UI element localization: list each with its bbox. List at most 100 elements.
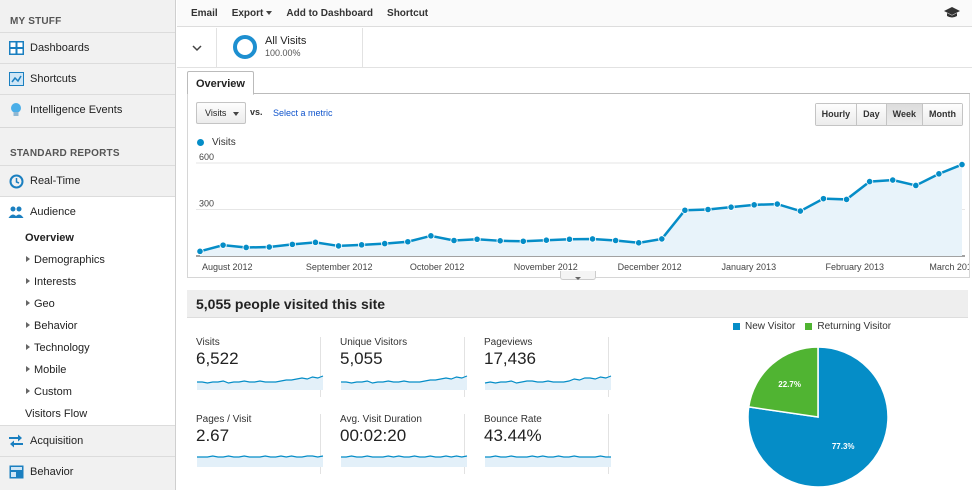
metric-select[interactable]: Visits — [196, 102, 246, 124]
sparkline-area — [341, 456, 467, 467]
expand-triangle-icon — [26, 388, 30, 395]
sidebar-item-behavior[interactable]: Behavior — [0, 456, 175, 487]
sidebar-subitem-geo[interactable]: Geo — [0, 293, 175, 315]
sidebar-item-label: Real-Time — [30, 175, 81, 187]
email-button[interactable]: Email — [191, 7, 218, 19]
granularity-day-button[interactable]: Day — [856, 104, 886, 125]
stat-label: Visits — [196, 337, 220, 348]
sparkline-area — [485, 456, 611, 467]
select-metric-link[interactable]: Select a metric — [273, 108, 333, 118]
chart-panel: Visits vs. Select a metric Hourly Day We… — [187, 94, 970, 278]
granularity-hourly-button[interactable]: Hourly — [815, 104, 857, 125]
stat-avg-visit-duration: Avg. Visit Duration 00:02:20 — [331, 414, 468, 474]
stat-value: 5,055 — [340, 349, 383, 368]
visits-line-chart: 600 300 August 2012 September 2012 October 2… — [196, 152, 969, 272]
sidebar-subitem-behavior[interactable]: Behavior — [0, 315, 175, 337]
sidebar-subitem-overview[interactable]: Overview — [25, 232, 74, 244]
graduation-cap-icon[interactable] — [944, 7, 960, 22]
segment-all-visits[interactable]: All Visits 100.00% — [217, 28, 363, 68]
stat-sparkline — [341, 455, 468, 467]
x-tick-label: August 2012 — [202, 262, 253, 272]
sidebar-subitem-mobile[interactable]: Mobile — [0, 359, 175, 381]
shortcut-button[interactable]: Shortcut — [387, 7, 429, 19]
stat-label: Pageviews — [484, 337, 533, 348]
chevron-down-icon — [266, 10, 273, 15]
sparkline-line — [484, 375, 612, 384]
add-to-dashboard-button[interactable]: Add to Dashboard — [286, 7, 374, 19]
stat-label: Pages / Visit — [196, 414, 252, 425]
sparkline-line — [197, 375, 324, 384]
data-point — [681, 206, 689, 214]
acquisition-icon — [8, 433, 24, 449]
data-point — [311, 238, 320, 246]
sparkline-line — [197, 455, 324, 458]
sidebar-item-audience[interactable]: Audience — [0, 196, 175, 227]
sidebar-item-realtime[interactable]: Real-Time — [0, 165, 175, 196]
data-point — [958, 160, 966, 169]
sidebar-subitem-interests[interactable]: Interests — [0, 271, 175, 293]
chart-legend: Visits — [197, 137, 236, 148]
tab-overview[interactable]: Overview — [187, 71, 254, 95]
sidebar-item-label: Audience — [30, 206, 76, 218]
standard-reports-heading: STANDARD REPORTS — [0, 127, 175, 165]
sparkline-line — [341, 455, 468, 458]
chart-resize-handle[interactable] — [560, 271, 596, 280]
data-point — [658, 235, 666, 243]
stat-sparkline — [341, 375, 468, 390]
data-point — [381, 240, 389, 248]
sidebar-item-intelligence-events[interactable]: Intelligence Events — [0, 94, 175, 125]
sidebar-item-dashboards[interactable]: Dashboards — [0, 32, 175, 63]
sidebar-item-label: Behavior — [30, 466, 74, 478]
sidebar-item-label: Intelligence Events — [30, 104, 123, 116]
metric-select-value: Visits — [205, 108, 227, 118]
expand-triangle-icon — [26, 322, 30, 329]
segment-toggle[interactable] — [177, 28, 217, 68]
visits-area — [200, 164, 962, 256]
x-tick-label: February 2013 — [825, 262, 884, 272]
sparkline-area — [197, 456, 323, 467]
export-button[interactable]: Export — [232, 8, 273, 19]
legend-swatch — [733, 323, 740, 330]
data-point — [219, 241, 227, 249]
stat-label: Unique Visitors — [340, 337, 408, 348]
data-point — [935, 170, 943, 178]
visitor-type-pie-chart: 77.3% 22.7% — [747, 346, 889, 488]
export-label: Export — [231, 7, 264, 19]
sidebar-subitem-custom[interactable]: Custom — [0, 381, 175, 403]
pie-slice — [747, 346, 819, 418]
expand-triangle-icon — [26, 256, 30, 263]
chevron-down-icon — [575, 277, 581, 280]
stat-unique-visitors: Unique Visitors 5,055 — [331, 337, 468, 397]
sidebar-item-shortcuts[interactable]: Shortcuts — [0, 63, 175, 94]
sidebar-subitem-technology[interactable]: Technology — [0, 337, 175, 359]
people-icon — [8, 204, 24, 220]
data-point — [450, 236, 458, 245]
stat-sparkline — [485, 455, 611, 467]
granularity-month-button[interactable]: Month — [922, 104, 962, 125]
sidebar-item-label: Dashboards — [30, 42, 90, 54]
expand-triangle-icon — [26, 344, 30, 351]
data-point — [866, 177, 874, 186]
stat-label: Bounce Rate — [484, 414, 542, 425]
sparkline-line — [341, 375, 468, 384]
x-tick-label: January 2013 — [722, 262, 777, 272]
sidebar-subitem-visitors-flow[interactable]: Visitors Flow — [25, 408, 88, 420]
x-tick-label: March 2013 — [929, 262, 969, 272]
sidebar-item-acquisition[interactable]: Acquisition — [0, 425, 175, 456]
legend-swatch — [805, 323, 813, 330]
sidebar-subitem-demographics[interactable]: Demographics — [0, 249, 175, 271]
data-point — [773, 200, 781, 208]
stat-visits: Visits 6,522 — [187, 337, 324, 397]
granularity-week-button[interactable]: Week — [885, 104, 922, 125]
sidebar-item-label: Acquisition — [30, 435, 84, 447]
data-point — [842, 195, 851, 204]
stat-value: 2.67 — [196, 426, 230, 445]
sidebar: MY STUFF Dashboards Shortcuts Intelligen… — [0, 0, 176, 490]
sidebar-subitem-label: Technology — [34, 342, 90, 354]
stat-value: 00:02:20 — [340, 426, 407, 445]
data-point — [565, 235, 574, 243]
granularity-toggle: Hourly Day Week Month — [814, 103, 963, 126]
data-point — [704, 205, 712, 214]
my-stuff-heading: MY STUFF — [10, 16, 62, 27]
data-point — [196, 247, 204, 255]
